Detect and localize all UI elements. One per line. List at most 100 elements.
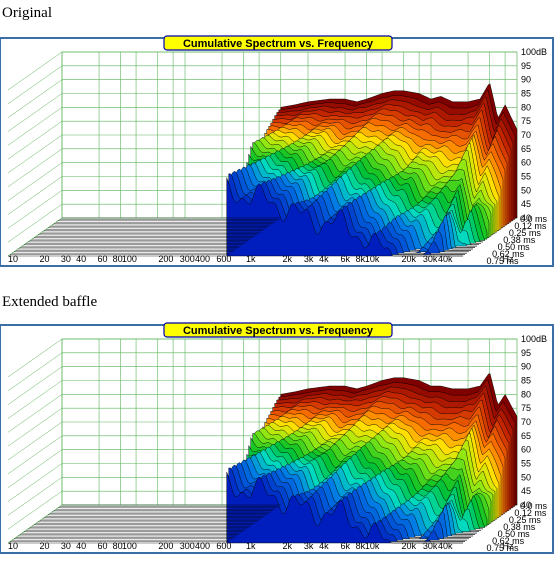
x-tick-label: 200 <box>158 254 173 264</box>
y-tick-labels: 100dB 95 90 85 80 75 70 65 60 55 50 45 40 <box>521 47 547 223</box>
side-wall-edge <box>7 217 63 257</box>
x-tick-label: 20k <box>401 541 416 551</box>
side-wall-line <box>7 435 63 475</box>
x-tick-label: 100 <box>122 541 137 551</box>
x-tick-label: 10k <box>365 254 380 264</box>
z-tick-label: 0.50 ms <box>498 242 531 252</box>
spectrum-slice <box>226 471 463 544</box>
side-wall-line <box>7 51 63 91</box>
x-tick-label: 30k <box>423 254 438 264</box>
x-tick-label: 8k <box>356 541 366 551</box>
y-tick-label: 100dB <box>521 47 547 57</box>
x-tick-label: 40k <box>438 541 453 551</box>
x-tick-label: 80 <box>113 541 123 551</box>
z-tick-label: 0.12 ms <box>514 508 547 518</box>
chart-svg: Cumulative Spectrum vs. Frequency 100dB 95… <box>0 34 556 270</box>
x-tick-label: 600 <box>216 254 231 264</box>
z-tick-label: 0.12 ms <box>514 221 547 231</box>
y-tick-label: 100dB <box>521 334 547 344</box>
y-tick-label: 55 <box>521 172 531 182</box>
z-tick-label: 0.0 ms <box>520 214 548 224</box>
x-tick-label: 4k <box>319 254 329 264</box>
y-tick-label: 40 <box>521 213 531 223</box>
x-tick-label: 100 <box>122 254 137 264</box>
y-tick-label: 65 <box>521 144 531 154</box>
side-wall-line <box>7 352 63 392</box>
z-tick-label: 0.75 ms <box>487 256 520 266</box>
chart-title: Cumulative Spectrum vs. Frequency <box>183 38 374 50</box>
x-tick-label: 400 <box>195 254 210 264</box>
y-tick-label: 60 <box>521 445 531 455</box>
z-tick-label: 0.62 ms <box>492 536 525 546</box>
y-tick-label: 70 <box>521 130 531 140</box>
side-wall-line <box>7 366 63 405</box>
side-wall-line <box>7 449 63 488</box>
y-tick-label: 45 <box>521 486 531 496</box>
z-tick-label: 0.0 ms <box>520 501 548 511</box>
chart-title-box: Cumulative Spectrum vs. Frequency <box>163 322 393 338</box>
side-wall-line <box>7 463 63 502</box>
x-tick-label: 30 <box>61 254 71 264</box>
z-tick-label: 0.38 ms <box>503 235 536 245</box>
z-tick-label: 0.25 ms <box>509 515 542 525</box>
side-wall-line <box>7 176 63 215</box>
x-tick-label: 10 <box>8 541 18 551</box>
x-tick-label: 30k <box>423 541 438 551</box>
side-wall-line <box>7 65 63 105</box>
x-tick-label: 4k <box>319 541 329 551</box>
x-tick-label: 1k <box>246 254 256 264</box>
x-tick-label: 300 <box>180 541 195 551</box>
slices <box>226 373 518 544</box>
x-tick-label: 400 <box>195 541 210 551</box>
x-tick-label: Hz <box>503 254 514 264</box>
side-wall-line <box>7 490 63 530</box>
y-tick-label: 70 <box>521 417 531 427</box>
x-tick-label: 6k <box>340 254 350 264</box>
z-tick-label: 0.50 ms <box>498 529 531 539</box>
y-tick-label: 65 <box>521 431 531 441</box>
x-tick-label: 1k <box>246 541 256 551</box>
floor-lines <box>8 504 281 544</box>
side-wall-line <box>7 203 63 243</box>
y-tick-label: 85 <box>521 376 531 386</box>
side-wall-line <box>7 120 63 160</box>
y-tick-label: 95 <box>521 348 531 358</box>
caption-original: Original <box>2 5 52 21</box>
z-tick-labels: 0.0 ms0.12 ms0.25 ms0.38 ms0.50 ms0.62 m… <box>487 501 548 553</box>
y-tick-label: 55 <box>521 459 531 469</box>
x-tick-label: 40k <box>438 254 453 264</box>
y-tick-label: 85 <box>521 89 531 99</box>
x-tick-label: 40 <box>76 254 86 264</box>
chart-title: Cumulative Spectrum vs. Frequency <box>183 325 374 337</box>
x-tick-labels: 10 20 30 40 60 80 100 200 300 400 600 1k 2k 3k 4k 6k 8k 1… <box>8 254 514 264</box>
z-tick-label: 0.62 ms <box>492 249 525 259</box>
side-wall-line <box>7 380 63 419</box>
side-wall-line <box>7 134 63 174</box>
title-background <box>163 35 393 51</box>
y-tick-label: 50 <box>521 185 531 195</box>
side-wall-line <box>7 107 63 146</box>
slices <box>226 83 518 257</box>
side-wall-line <box>7 338 63 378</box>
side-wall-line <box>7 148 63 188</box>
y-tick-label: 60 <box>521 158 531 168</box>
side-wall-line <box>7 421 63 461</box>
x-tick-labels: 10 20 30 40 60 80 100 200 300 400 600 1k 2k 3k 4k 6k 8k 1… <box>8 541 514 551</box>
x-tick-label: 300 <box>180 254 195 264</box>
spectrum-slice <box>226 177 463 257</box>
side-wall-line <box>7 93 63 132</box>
y-tick-label: 80 <box>521 102 531 112</box>
side-wall-line <box>7 162 63 201</box>
x-tick-label: 2k <box>283 254 293 264</box>
x-tick-label: 10 <box>8 254 18 264</box>
x-tick-label: 200 <box>158 541 173 551</box>
y-tick-label: 95 <box>521 61 531 71</box>
chart-svg: Cumulative Spectrum vs. Frequency 100dB 95… <box>0 321 556 557</box>
y-tick-label: 90 <box>521 362 531 372</box>
x-tick-label: 3k <box>304 541 314 551</box>
title-background <box>163 322 393 338</box>
waterfall-chart-original: Cumulative Spectrum vs. Frequency 100dB 95… <box>0 34 556 270</box>
y-tick-label: 80 <box>521 389 531 399</box>
y-tick-label: 45 <box>521 199 531 209</box>
z-tick-labels: 0.0 ms0.12 ms0.25 ms0.38 ms0.50 ms0.62 m… <box>487 214 548 266</box>
